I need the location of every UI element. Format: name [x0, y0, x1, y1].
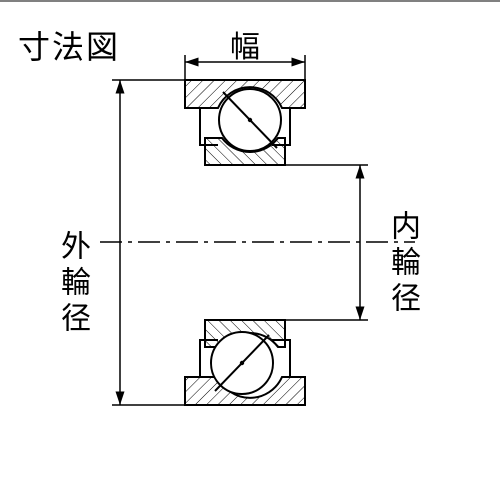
bearing-cross-section-svg — [0, 0, 500, 500]
diagram-canvas: 寸法図 幅 外輪径 内輪径 — [0, 0, 500, 500]
